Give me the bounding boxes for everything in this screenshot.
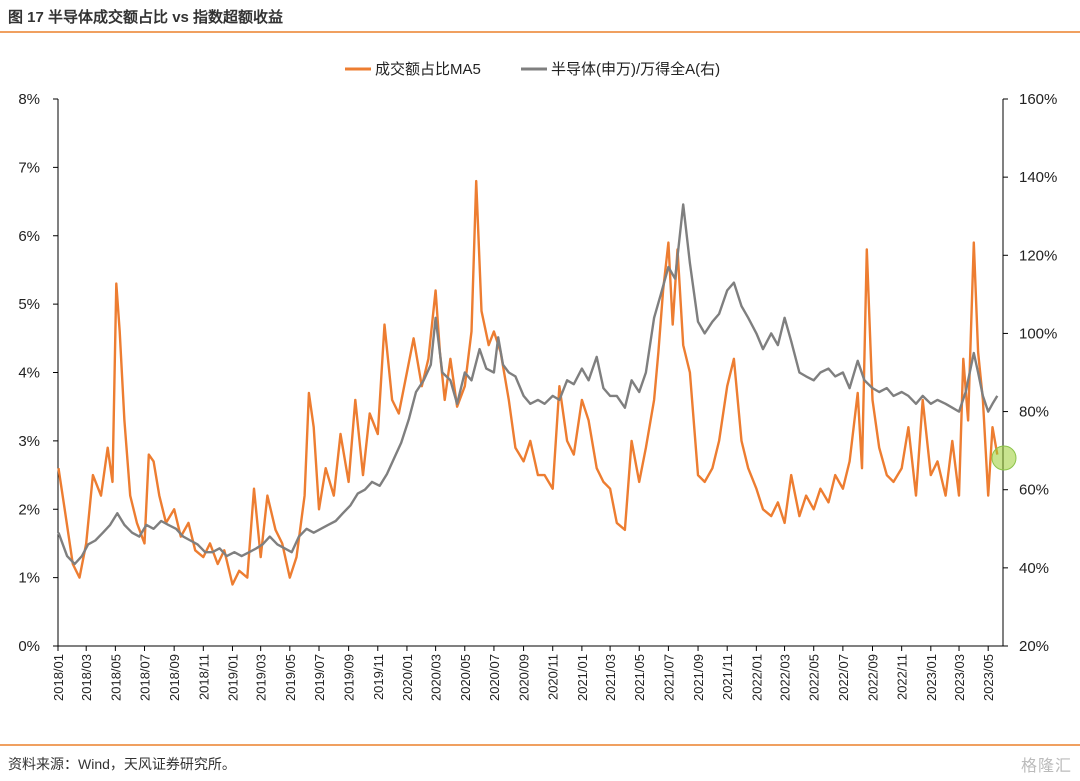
top-rule: [0, 31, 1080, 33]
y-left-tick-label: 7%: [18, 159, 40, 176]
bottom-rule: [0, 744, 1080, 746]
x-tick-label: 2019/11: [371, 654, 386, 700]
highlight-marker: [991, 445, 1017, 471]
figure-title: 图 17 半导体成交额占比 vs 指数超额收益: [8, 9, 284, 26]
x-tick-label: 2021/05: [632, 654, 647, 701]
x-tick-label: 2019/05: [283, 654, 298, 701]
y-right-tick-label: 40%: [1019, 560, 1049, 577]
x-tick-label: 2021/07: [661, 654, 676, 701]
x-tick-label: 2020/05: [458, 654, 473, 701]
x-tick-label: 2022/05: [807, 654, 822, 701]
source-note: 资料来源：Wind，天风证券研究所。: [8, 756, 236, 772]
y-left-tick-label: 2%: [18, 501, 40, 518]
x-tick-label: 2018/09: [167, 654, 182, 701]
x-tick-label: 2019/09: [342, 654, 357, 701]
x-tick-label: 2022/07: [836, 654, 851, 701]
watermark: 格隆汇: [1020, 758, 1072, 775]
y-left-tick-label: 3%: [18, 433, 40, 450]
x-tick-label: 2021/11: [720, 654, 735, 700]
x-tick-label: 2019/01: [225, 654, 240, 701]
y-left-tick-label: 4%: [18, 365, 40, 382]
x-tick-label: 2023/03: [952, 654, 967, 701]
x-tick-label: 2019/03: [254, 654, 269, 701]
x-tick-label: 2018/01: [51, 654, 66, 701]
x-tick-label: 2021/03: [603, 654, 618, 701]
x-tick-label: 2022/01: [749, 654, 764, 701]
legend-label-series2: 半导体(申万)/万得全A(右): [551, 60, 720, 78]
y-ticks-left: 0% 1% 2% 3% 4% 5% 6% 7% 8%: [18, 91, 58, 655]
x-tick-label: 2020/01: [400, 654, 415, 701]
legend-label-series1: 成交额占比MA5: [375, 60, 481, 78]
x-tick-label: 2018/05: [108, 654, 123, 701]
series-line-turnover-share: [57, 179, 999, 586]
x-tick-label: 2020/07: [487, 654, 502, 701]
series: [57, 179, 999, 586]
y-left-tick-label: 6%: [18, 228, 40, 245]
x-tick-label: 2021/09: [691, 654, 706, 701]
chart: 成交额占比MA5 半导体(申万)/万得全A(右) 0% 1% 2% 3% 4% 5% 6% 7…: [18, 60, 1057, 701]
y-right-tick-label: 140%: [1019, 169, 1057, 186]
y-right-tick-label: 100%: [1019, 325, 1057, 342]
y-right-tick-label: 80%: [1019, 404, 1049, 421]
y-left-tick-label: 5%: [18, 296, 40, 313]
y-left-tick-label: 1%: [18, 570, 40, 587]
x-tick-label: 2020/11: [546, 654, 561, 700]
x-tick-label: 2018/03: [79, 654, 94, 701]
y-left-tick-label: 8%: [18, 91, 40, 108]
x-tick-label: 2018/07: [138, 654, 153, 701]
x-tick-label: 2022/03: [778, 654, 793, 701]
x-tick-label: 2020/03: [429, 654, 444, 701]
x-tick-label: 2023/01: [924, 654, 939, 701]
y-left-tick-label: 0%: [18, 638, 40, 655]
y-right-tick-label: 20%: [1019, 638, 1049, 655]
y-right-tick-label: 60%: [1019, 482, 1049, 499]
x-tick-label: 2020/09: [517, 654, 532, 701]
x-tick-label: 2022/11: [895, 654, 910, 700]
x-tick-label: 2019/07: [312, 654, 327, 701]
x-ticks: 2018/01 2018/03 2018/05 2018/07 2018/09 2018/…: [51, 646, 996, 701]
y-ticks-right: 20% 40% 60% 80% 100% 120% 140% 160%: [1003, 91, 1057, 655]
x-tick-label: 2018/11: [196, 654, 211, 700]
legend: 成交额占比MA5 半导体(申万)/万得全A(右): [345, 60, 720, 78]
series-line-semiconductor-relative: [57, 203, 999, 566]
x-tick-label: 2023/05: [981, 654, 996, 701]
y-right-tick-label: 160%: [1019, 91, 1057, 108]
x-tick-label: 2021/01: [575, 654, 590, 701]
y-right-tick-label: 120%: [1019, 247, 1057, 264]
x-tick-label: 2022/09: [866, 654, 881, 701]
